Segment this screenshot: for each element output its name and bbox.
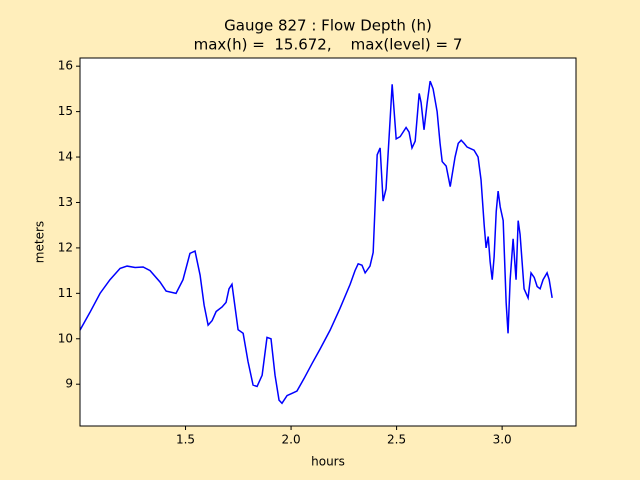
chart-subtitle: max(h) = 15.672, max(level) = 7 [194,36,463,54]
y-tick-label: 11 [58,286,73,300]
y-tick-label: 12 [58,240,73,254]
data-line [79,80,553,405]
plot-area [80,58,576,426]
y-tick-label: 14 [58,150,73,164]
chart-title: Gauge 827 : Flow Depth (h) [224,17,432,35]
y-axis-label: meters [33,221,47,263]
y-tick-label: 16 [58,59,73,73]
y-tick-label: 13 [58,195,73,209]
x-tick-label: 2.0 [282,433,301,447]
axes-frame [79,57,577,427]
x-tick-label: 3.0 [493,433,512,447]
y-tick-label: 10 [58,331,73,345]
y-tick-label: 9 [65,377,73,391]
x-tick-label: 1.5 [176,433,195,447]
x-axis-label: hours [311,455,345,469]
y-tick-label: 15 [58,104,73,118]
x-tick-label: 2.5 [387,433,406,447]
